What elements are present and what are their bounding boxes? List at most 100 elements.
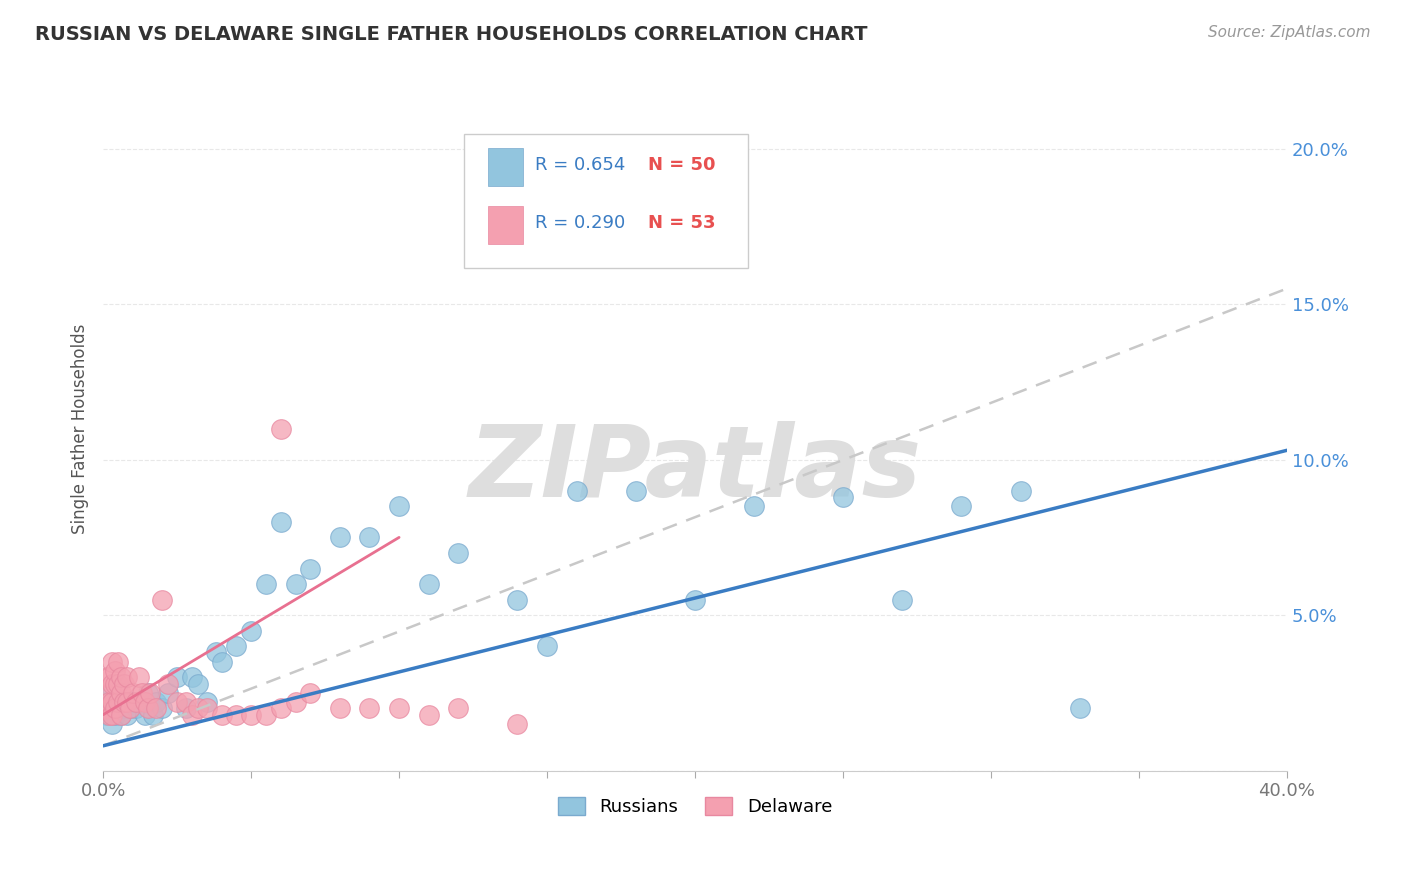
Point bbox=[128, 695, 150, 709]
Text: Source: ZipAtlas.com: Source: ZipAtlas.com bbox=[1208, 25, 1371, 40]
Point bbox=[139, 686, 162, 700]
Point bbox=[142, 707, 165, 722]
Point bbox=[1069, 701, 1091, 715]
Point bbox=[94, 670, 117, 684]
Point bbox=[110, 707, 132, 722]
Point bbox=[104, 676, 127, 690]
Point bbox=[240, 624, 263, 638]
Point bbox=[166, 670, 188, 684]
Point bbox=[94, 695, 117, 709]
Point bbox=[157, 686, 180, 700]
Point bbox=[110, 670, 132, 684]
Point bbox=[1010, 483, 1032, 498]
Text: RUSSIAN VS DELAWARE SINGLE FATHER HOUSEHOLDS CORRELATION CHART: RUSSIAN VS DELAWARE SINGLE FATHER HOUSEH… bbox=[35, 25, 868, 44]
Bar bbox=[488, 206, 523, 244]
Point bbox=[121, 695, 143, 709]
Point bbox=[112, 676, 135, 690]
Point bbox=[107, 701, 129, 715]
Point bbox=[134, 707, 156, 722]
Point bbox=[388, 500, 411, 514]
Point bbox=[104, 701, 127, 715]
Point bbox=[270, 701, 292, 715]
Point bbox=[101, 686, 124, 700]
Point bbox=[329, 701, 352, 715]
Point bbox=[254, 577, 277, 591]
Point bbox=[299, 561, 322, 575]
Point bbox=[115, 670, 138, 684]
Text: R = 0.290: R = 0.290 bbox=[536, 214, 626, 232]
Point bbox=[107, 676, 129, 690]
Point bbox=[174, 701, 197, 715]
Point bbox=[145, 695, 167, 709]
Point bbox=[94, 701, 117, 715]
Point bbox=[107, 695, 129, 709]
Point bbox=[624, 483, 647, 498]
Text: R = 0.654: R = 0.654 bbox=[536, 156, 626, 174]
Point bbox=[115, 695, 138, 709]
Point bbox=[225, 640, 247, 654]
Point bbox=[134, 695, 156, 709]
Point bbox=[683, 592, 706, 607]
Point bbox=[195, 695, 218, 709]
Point bbox=[950, 500, 973, 514]
Point bbox=[270, 421, 292, 435]
Point bbox=[112, 701, 135, 715]
Point bbox=[145, 701, 167, 715]
Point bbox=[107, 695, 129, 709]
Legend: Russians, Delaware: Russians, Delaware bbox=[551, 789, 839, 823]
Point bbox=[418, 577, 440, 591]
Point bbox=[195, 701, 218, 715]
Text: N = 53: N = 53 bbox=[648, 214, 716, 232]
Point bbox=[104, 664, 127, 678]
Point bbox=[832, 490, 855, 504]
FancyBboxPatch shape bbox=[464, 135, 748, 268]
Point bbox=[536, 640, 558, 654]
Point bbox=[359, 701, 381, 715]
Point bbox=[180, 707, 202, 722]
Point bbox=[565, 483, 588, 498]
Point bbox=[299, 686, 322, 700]
Point bbox=[174, 695, 197, 709]
Point bbox=[240, 707, 263, 722]
Point bbox=[118, 701, 141, 715]
Point bbox=[101, 707, 124, 722]
Point bbox=[101, 717, 124, 731]
Point bbox=[418, 707, 440, 722]
Point bbox=[104, 707, 127, 722]
Text: ZIPatlas: ZIPatlas bbox=[468, 421, 921, 518]
Point bbox=[211, 707, 233, 722]
Point bbox=[107, 655, 129, 669]
Point bbox=[270, 515, 292, 529]
Point bbox=[225, 707, 247, 722]
Point bbox=[118, 701, 141, 715]
Point bbox=[284, 695, 307, 709]
Point bbox=[98, 701, 121, 715]
Point bbox=[121, 686, 143, 700]
Point bbox=[131, 686, 153, 700]
Point bbox=[94, 686, 117, 700]
Point bbox=[180, 670, 202, 684]
Point bbox=[101, 655, 124, 669]
Point bbox=[101, 695, 124, 709]
Point bbox=[94, 707, 117, 722]
Point bbox=[98, 670, 121, 684]
Point bbox=[166, 695, 188, 709]
Point bbox=[125, 701, 148, 715]
Point bbox=[447, 546, 470, 560]
Point bbox=[110, 686, 132, 700]
Point bbox=[359, 530, 381, 544]
Point bbox=[136, 686, 159, 700]
Point bbox=[329, 530, 352, 544]
Y-axis label: Single Father Households: Single Father Households bbox=[72, 323, 89, 533]
Point bbox=[187, 701, 209, 715]
Point bbox=[506, 592, 529, 607]
Point bbox=[101, 676, 124, 690]
Point bbox=[150, 592, 173, 607]
Point bbox=[98, 695, 121, 709]
Point bbox=[128, 670, 150, 684]
Point bbox=[115, 707, 138, 722]
Point bbox=[891, 592, 914, 607]
Point bbox=[204, 645, 226, 659]
Point bbox=[150, 701, 173, 715]
Point bbox=[157, 676, 180, 690]
